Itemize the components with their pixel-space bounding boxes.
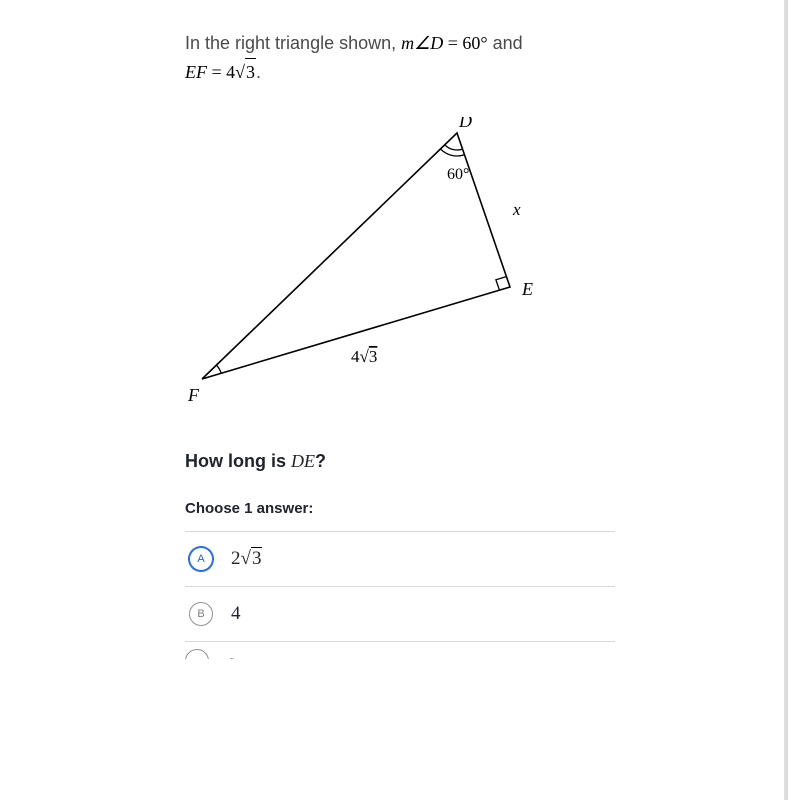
- choice-bubble-a[interactable]: A: [189, 547, 213, 571]
- choice-value: 4: [231, 603, 241, 625]
- scrollbar[interactable]: [784, 0, 788, 800]
- choice-a[interactable]: A 2√3: [185, 531, 615, 586]
- question-text: How long is DE?: [185, 451, 760, 472]
- svg-text:60°: 60°: [447, 166, 469, 183]
- choose-instruction: Choose 1 answer:: [185, 500, 760, 517]
- svg-text:F: F: [187, 385, 200, 405]
- problem-statement: In the right triangle shown, m∠D = 60° a…: [185, 30, 760, 87]
- svg-text:E: E: [521, 279, 533, 299]
- svg-text:D: D: [458, 117, 472, 131]
- choice-b[interactable]: B4: [185, 586, 615, 641]
- triangle-figure: D E F 60° x 4√3: [185, 117, 760, 417]
- choice-bubble-b[interactable]: B: [189, 602, 213, 626]
- choice-cutoff: 8: [185, 641, 615, 659]
- svg-text:x: x: [512, 200, 521, 219]
- choice-value: 2√3: [231, 547, 262, 570]
- svg-text:4√3: 4√3: [351, 347, 377, 366]
